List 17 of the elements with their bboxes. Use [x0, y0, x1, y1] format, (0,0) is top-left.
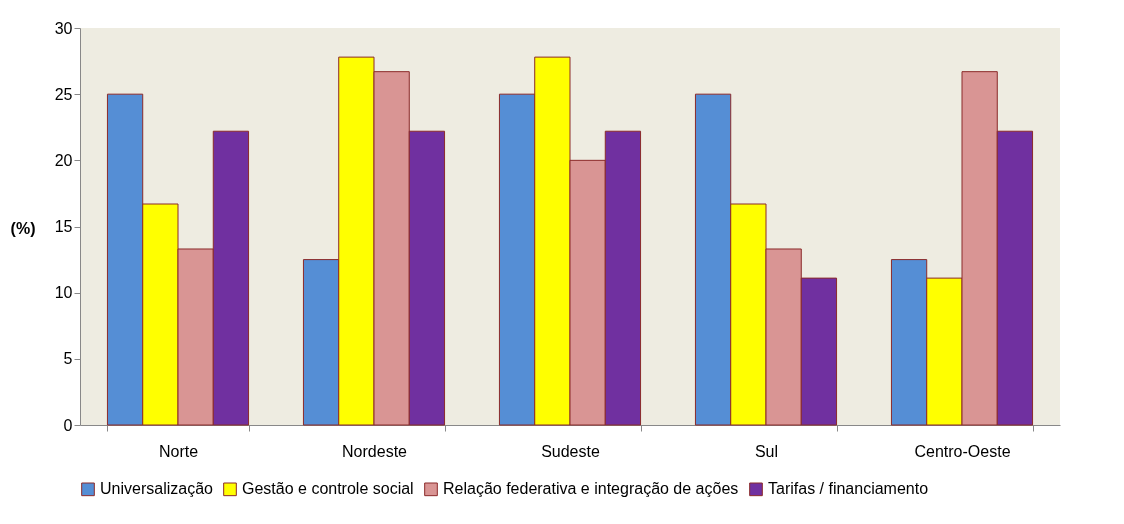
y-tick-label: 10	[54, 284, 73, 302]
legend-label: Relação federativa e integração de ações	[443, 480, 739, 498]
y-tick-label: 20	[54, 151, 73, 169]
x-tick-label: Nordeste	[342, 442, 408, 460]
y-tick-label: 0	[63, 416, 73, 434]
y-tick-label: 5	[63, 350, 73, 368]
y-axis-title: (%)	[10, 219, 36, 237]
y-tick-label: 25	[54, 85, 73, 103]
legend-label: Tarifas / financiamento	[768, 480, 929, 498]
x-tick-label: Sul	[754, 442, 779, 460]
x-tick-label: Sudeste	[541, 442, 600, 460]
legend-label: Universalização	[100, 480, 214, 498]
x-tick-label: Norte	[158, 442, 199, 460]
legend-label: Gestão e controle social	[242, 480, 414, 498]
x-tick-label: Centro-Oeste	[914, 442, 1011, 460]
y-tick-label: 30	[54, 19, 73, 37]
y-tick-label: 15	[54, 218, 73, 235]
